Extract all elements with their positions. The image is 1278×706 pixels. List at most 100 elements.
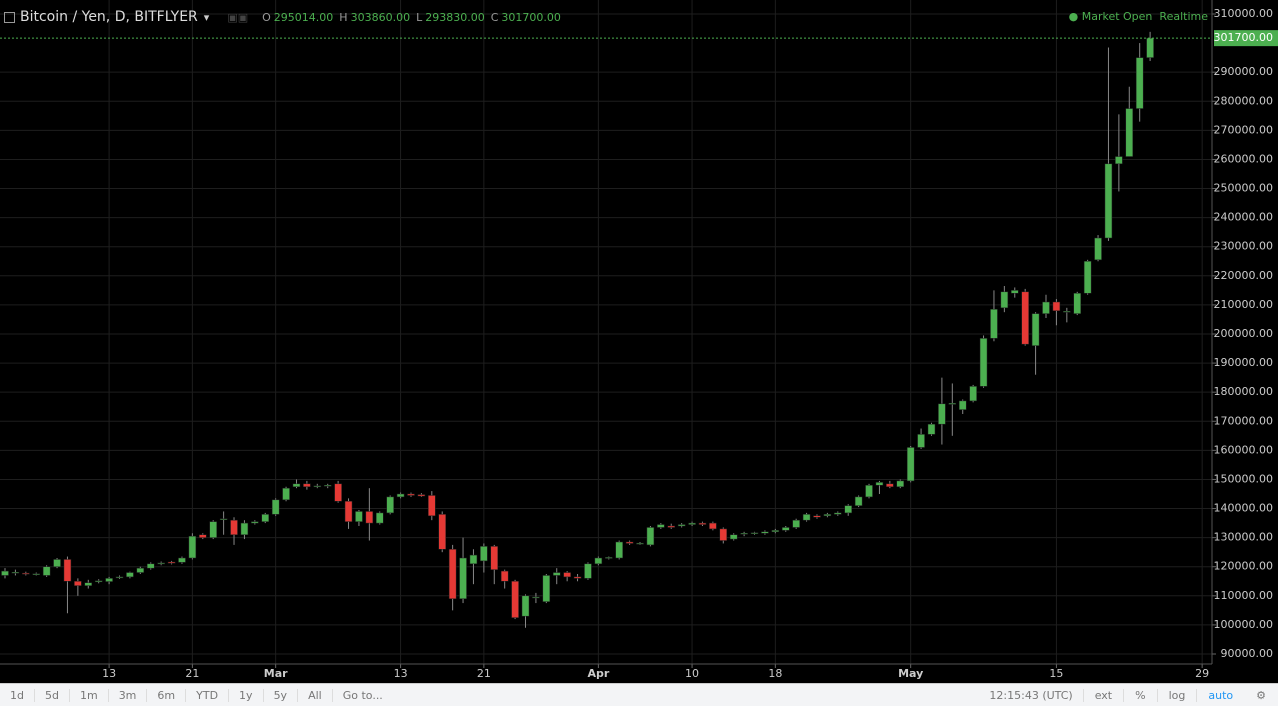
- y-tick-label: 100000.00: [1214, 618, 1274, 631]
- candle-body: [969, 386, 977, 402]
- range-button[interactable]: YTD: [186, 688, 230, 702]
- candle-body: [344, 501, 353, 522]
- candle-body: [1011, 290, 1019, 294]
- candle-body: [865, 485, 873, 498]
- candle-body: [396, 493, 405, 498]
- ohlc-key: O: [262, 10, 271, 24]
- candle-body: [146, 563, 155, 569]
- candle-body: [1083, 261, 1092, 294]
- option-button[interactable]: %: [1123, 688, 1156, 702]
- candle-body: [271, 499, 280, 515]
- candle-body: [906, 447, 915, 482]
- candle-body: [63, 559, 72, 582]
- candle-body: [584, 563, 592, 579]
- header: Bitcoin / Yen, D, BITFLYER ▾ ▣▣ O 295014.…: [4, 8, 567, 26]
- candle-body: [750, 532, 759, 534]
- y-tick-label: 250000.00: [1214, 182, 1274, 195]
- candle-body: [573, 576, 582, 579]
- ranges: 1d 5d 1m 3m 6m YTD 1y 5y All: [0, 688, 333, 702]
- candle-body: [230, 519, 238, 535]
- candle-body: [823, 514, 832, 517]
- icons[interactable]: ▣▣: [227, 10, 249, 24]
- ohlc-value: 293830.00: [425, 10, 485, 24]
- candle-body: [1031, 313, 1040, 346]
- candle-body: [1063, 311, 1071, 313]
- range-button[interactable]: 5d: [35, 688, 70, 702]
- candle-body: [761, 531, 769, 534]
- candle-body: [1, 570, 9, 576]
- y-tick-label: 280000.00: [1214, 94, 1274, 107]
- candle-body: [1000, 291, 1009, 309]
- symbol-title[interactable]: Bitcoin / Yen, D, BITFLYER: [20, 9, 198, 25]
- ohlc-value: 301700.00: [501, 10, 561, 24]
- candle-body: [594, 557, 603, 565]
- candle-body: [94, 580, 103, 583]
- x-tick-label: 21: [185, 667, 199, 680]
- range-button[interactable]: 5y: [264, 688, 299, 702]
- range-button[interactable]: 1d: [0, 688, 35, 702]
- x-tick-label: May: [898, 667, 923, 680]
- goto[interactable]: Go to...: [342, 688, 383, 702]
- candle-body: [199, 534, 207, 538]
- range-button[interactable]: 1y: [229, 688, 264, 702]
- candle-body: [365, 511, 374, 524]
- x-tick-label: 13: [394, 667, 408, 680]
- range-button[interactable]: 3m: [109, 688, 148, 702]
- toolbar: 1d 5d 1m 3m 6m YTD 1y 5y All Go to... 12:15:43 (…: [0, 683, 1278, 706]
- candle-body: [677, 524, 686, 527]
- candle-body: [32, 573, 40, 575]
- candle-body: [417, 494, 426, 497]
- dropdown[interactable]: ▾: [203, 10, 210, 24]
- ohlc-key: C: [490, 10, 499, 24]
- candle-body: [126, 572, 134, 578]
- option-button[interactable]: auto: [1196, 688, 1244, 702]
- candle-body: [42, 566, 51, 576]
- range-button[interactable]: 6m: [147, 688, 187, 702]
- candle-body: [938, 403, 946, 425]
- y-tick-label: 160000.00: [1214, 443, 1274, 456]
- x-tick-label: Mar: [264, 667, 288, 680]
- candle-body: [188, 535, 197, 559]
- candle-body: [292, 483, 301, 487]
- candle-body: [22, 572, 30, 575]
- candle-body: [563, 572, 571, 578]
- candle-body: [448, 549, 457, 599]
- candle-body: [407, 493, 415, 496]
- candle-body: [74, 581, 82, 586]
- y-tick-label: 290000.00: [1214, 65, 1274, 78]
- candle-body: [1042, 301, 1050, 314]
- option-button[interactable]: ext: [1082, 688, 1123, 702]
- y-tick-label: 150000.00: [1214, 472, 1274, 485]
- candle-body: [219, 518, 228, 520]
- x-tick-label: 18: [768, 667, 782, 680]
- candle-body: [469, 554, 478, 565]
- candle-body: [157, 562, 165, 565]
- option-button[interactable]: log: [1156, 688, 1197, 702]
- candle-body: [688, 522, 696, 525]
- candle-body: [1052, 301, 1061, 311]
- candle-body: [657, 524, 665, 528]
- range-button[interactable]: All: [298, 688, 333, 702]
- candle-body: [313, 485, 322, 488]
- candle-body: [386, 496, 394, 514]
- candle-body: [667, 525, 675, 528]
- candle-body: [511, 581, 519, 618]
- candle-body: [1073, 293, 1081, 314]
- candle-body: [844, 505, 852, 514]
- y-tick-label: 230000.00: [1214, 240, 1274, 253]
- x-tick-label: 21: [477, 667, 491, 680]
- candle-body: [979, 338, 988, 387]
- candle-body: [615, 541, 623, 559]
- candle-body: [428, 495, 436, 517]
- candle-body: [490, 546, 499, 570]
- candle-body: [698, 522, 707, 525]
- status: ● Market Open Realtime: [1068, 10, 1208, 23]
- candle-body: [771, 530, 780, 533]
- candle-body: [1135, 57, 1144, 109]
- candle-body: [261, 514, 269, 522]
- candle-body: [376, 512, 384, 524]
- settings[interactable]: ⚙: [1256, 688, 1266, 702]
- range-button[interactable]: 1m: [70, 688, 109, 702]
- collapse-box[interactable]: [4, 11, 15, 23]
